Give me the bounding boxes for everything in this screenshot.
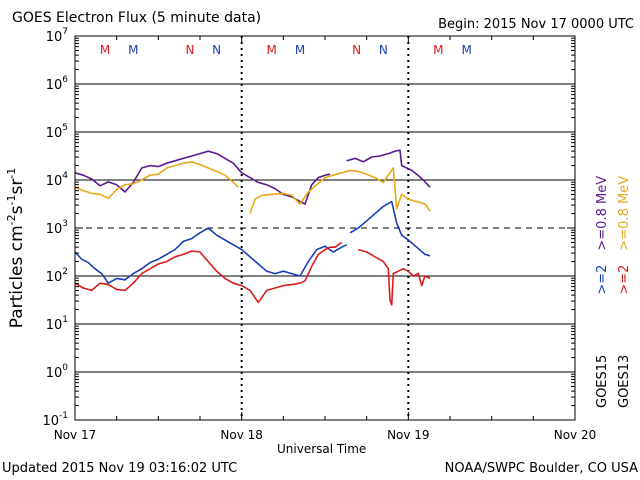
series-line [74, 161, 239, 199]
y-tick-label: 106 [46, 75, 69, 93]
plot-frame [74, 35, 576, 421]
y-tick-label: 101 [46, 315, 68, 333]
legend-entry: GOES15>=2>=0.8 MeV [595, 176, 610, 408]
chart-axis-ticks [74, 35, 576, 421]
chart-title: GOES Electron Flux (5 minute data) [12, 10, 262, 26]
local-time-marker: N [352, 43, 361, 57]
local-time-marker: M [100, 43, 110, 57]
series-line [249, 167, 431, 214]
begin-time: Begin: 2015 Nov 17 0000 UTC [438, 17, 634, 32]
series-line [358, 248, 431, 306]
credit-text: NOAA/SWPC Boulder, CO USA [444, 461, 638, 476]
series-line [349, 200, 431, 257]
x-tick-label: Nov 19 [387, 428, 430, 442]
local-time-marker: M [266, 43, 276, 57]
local-time-marker: M [128, 43, 138, 57]
series-line [346, 149, 431, 188]
x-axis-label: Universal Time [277, 442, 367, 456]
chart-legend: GOES15>=2>=0.8 MeV GOES13>=2>=0.8 MeV [595, 176, 632, 408]
x-tick-label: Nov 18 [220, 428, 263, 442]
series-line [74, 241, 343, 304]
local-time-marker: N [212, 43, 221, 57]
x-axis-tick-labels: Nov 17 Nov 18 Nov 19 Nov 20 [54, 428, 597, 442]
x-tick-label: Nov 17 [54, 428, 97, 442]
y-tick-label: 10-1 [42, 411, 68, 429]
x-tick-label: Nov 20 [554, 428, 597, 442]
local-time-marker: M [295, 43, 305, 57]
y-tick-label: 100 [46, 363, 69, 381]
midnight-markers [240, 36, 410, 420]
y-tick-label: 103 [46, 219, 68, 237]
local-time-marker: M [461, 43, 471, 57]
local-time-marker: N [186, 43, 195, 57]
y-tick-label: 107 [46, 27, 68, 45]
y-tick-label: 102 [46, 267, 68, 285]
y-axis-label: Particles cm-2s-1sr-1 [5, 168, 27, 329]
chart-series [74, 149, 431, 306]
local-time-marker: N [379, 43, 388, 57]
chart-gridlines [75, 83, 575, 373]
legend-entry: GOES13>=2>=0.8 MeV [617, 176, 632, 408]
local-time-marker: M [433, 43, 443, 57]
series-line [74, 227, 348, 285]
y-tick-label: 105 [46, 123, 68, 141]
y-tick-label: 104 [46, 171, 69, 189]
y-axis-tick-labels: 107 106 105 104 103 102 101 100 10-1 [42, 27, 68, 429]
updated-timestamp: Updated 2015 Nov 19 03:16:02 UTC [2, 461, 238, 476]
